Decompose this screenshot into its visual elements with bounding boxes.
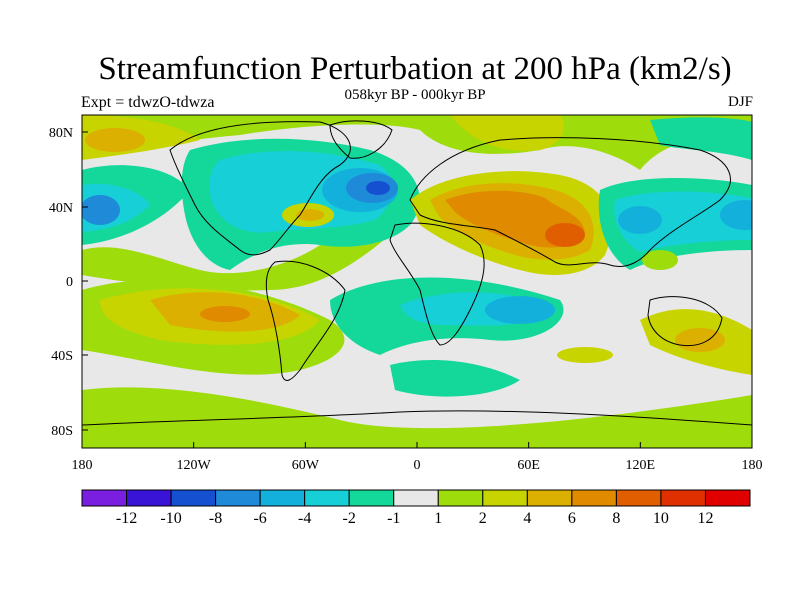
coastline-south-america (265, 260, 346, 381)
lat-tick-label: 80S (51, 424, 73, 439)
colorbar-swatch (660, 489, 706, 507)
colorbar-tick-label: 12 (697, 510, 713, 527)
colorbar-swatch (81, 489, 128, 507)
longitude-axis: 180 120W 60W 0 60E 120E 180 (72, 442, 763, 473)
coastlines (82, 120, 752, 426)
colorbar-swatch (704, 489, 751, 507)
colorbar-swatch (526, 489, 573, 507)
colorbar-swatch (571, 489, 617, 507)
lat-tick-label: 80N (49, 126, 73, 141)
colorbar-tick-label: 6 (568, 510, 576, 527)
lon-tick-label: 0 (414, 458, 421, 473)
lon-tick-label: 180 (72, 458, 93, 473)
chart-title: Streamfunction Perturbation at 200 hPa (… (98, 51, 732, 87)
latitude-axis: 80N 40N 0 40S 80S (49, 126, 88, 439)
colorbar-tick-label: 1 (434, 510, 442, 527)
lat-tick-label: 40S (51, 349, 73, 364)
colorbar-swatch (126, 489, 172, 507)
coastline-africa (389, 222, 485, 346)
streamfunction-field (82, 115, 752, 448)
lon-tick-label: 120W (177, 458, 212, 473)
colorbar-tick-label: -10 (160, 510, 181, 527)
coastline-eurasia (409, 137, 731, 267)
colorbar-swatch (215, 489, 261, 507)
colorbar-swatch (259, 489, 306, 507)
colorbar-swatch (615, 489, 662, 507)
coastline-greenland (329, 120, 393, 159)
lon-tick-label: 120E (626, 458, 656, 473)
colorbar-swatch (437, 489, 484, 507)
experiment-label: Expt = tdwzO-tdwza (81, 94, 215, 111)
colorbar-tick-label: 8 (612, 510, 620, 527)
colorbar-tick-label: -6 (253, 510, 266, 527)
colorbar-tick-label: 4 (523, 510, 531, 527)
lon-tick-label: 60E (517, 458, 540, 473)
colorbar-swatch (304, 489, 350, 507)
colorbar-tick-label: 2 (479, 510, 487, 527)
colorbar-tick-label: -2 (343, 510, 356, 527)
lat-tick-label: 40N (49, 201, 73, 216)
colorbar-tick-label: -8 (209, 510, 222, 527)
colorbar-swatch (482, 489, 528, 507)
lon-tick-label: 180 (742, 458, 763, 473)
colorbar: -12 -10 -8 -6 -4 -2 -1 1 2 4 6 8 10 12 (81, 489, 751, 527)
chart-subtitle: 058kyr BP - 000kyr BP (344, 87, 486, 103)
coastline-australia (647, 296, 723, 347)
coastline-antarctica (82, 410, 752, 426)
colorbar-swatch (348, 489, 395, 507)
lon-tick-label: 60W (292, 458, 320, 473)
colorbar-tick-label: -4 (298, 510, 311, 527)
colorbar-tick-label: -1 (387, 510, 400, 527)
lat-tick-label: 0 (66, 275, 73, 290)
colorbar-swatch (393, 489, 439, 507)
colorbar-tick-label: 10 (653, 510, 669, 527)
colorbar-tick-label: -12 (116, 510, 137, 527)
coastline-north-america (169, 121, 351, 256)
season-label: DJF (727, 94, 753, 110)
colorbar-swatch (170, 489, 217, 507)
